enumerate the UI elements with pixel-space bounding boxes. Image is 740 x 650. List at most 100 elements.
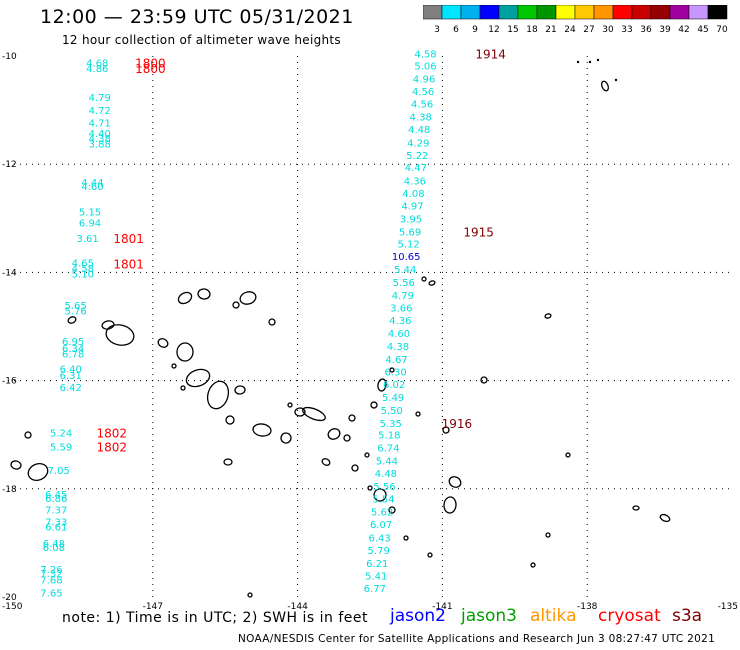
wave-height-value: 4.97 [401, 201, 423, 212]
island-outline [428, 280, 436, 286]
island-outline [225, 415, 235, 425]
longitude-label: -135 [718, 602, 738, 612]
wave-height-value: 5.44 [376, 457, 398, 468]
latitude-label: -10 [2, 52, 17, 62]
wave-height-value: 4.58 [414, 49, 436, 60]
island-dot [614, 78, 618, 82]
wave-height-value: 6.78 [62, 350, 84, 361]
wave-height-value: 4.56 [412, 87, 434, 98]
island-outline [427, 552, 433, 558]
wave-height-value: 5.65 [64, 301, 86, 312]
colorbar-label: 27 [583, 25, 594, 35]
wave-height-value: 4.38 [89, 134, 111, 145]
wave-height-value: 4.72 [89, 106, 111, 117]
island-outline [247, 592, 253, 598]
island-outline [67, 316, 77, 324]
credit-line: NOAA/NESDIS Center for Satellite Applica… [238, 633, 716, 645]
page-subtitle: 12 hour collection of altimeter wave hei… [62, 33, 341, 47]
wave-height-value: 6.40 [60, 365, 82, 376]
island-outline [171, 363, 177, 369]
wave-height-value: 4.36 [389, 316, 411, 327]
wave-height-value: 6.48 [43, 539, 65, 550]
wave-height-value: 5.69 [399, 227, 421, 238]
colorbar-label: 39 [659, 25, 671, 35]
latitude-label: -12 [2, 160, 17, 170]
wave-height-value: 10.65 [392, 252, 421, 263]
wave-height-value: 4.71 [89, 119, 111, 130]
wave-height-value: 5.59 [50, 443, 72, 454]
colorbar-label: 9 [472, 25, 478, 35]
colorbar-label: 12 [488, 25, 499, 35]
footer-note: note: 1) Time is in UTC; 2) SWH is in fe… [62, 610, 369, 626]
wave-height-value: 4.58 [72, 264, 94, 275]
wave-height-value: 5.62 [371, 508, 393, 519]
longitude-label: -138 [577, 602, 598, 612]
longitude-label: -144 [287, 602, 308, 612]
island-outline [388, 506, 396, 514]
island-outline [377, 378, 387, 392]
wave-height-value: 5.10 [72, 269, 94, 280]
page-title: 12:00 — 23:59 UTC 05/31/2021 [40, 6, 354, 28]
satellite-jason3: jason3 [461, 606, 517, 626]
island-outline [24, 431, 32, 439]
island-outline [206, 380, 230, 410]
wave-height-value: 6.02 [383, 380, 405, 391]
wave-height-value: 5.24 [50, 429, 72, 440]
pass-time-label: 1800 [135, 62, 166, 76]
island-outline [348, 414, 356, 422]
wave-height-value: 4.38 [410, 113, 432, 124]
wave-height-value: 4.86 [86, 64, 108, 75]
island-outline [373, 488, 387, 502]
island-outline [421, 276, 427, 282]
wave-height-value: 6.86 [45, 494, 67, 505]
wave-height-value: 4.38 [387, 342, 409, 353]
colorbar-label: 21 [545, 25, 556, 35]
island-outline [101, 320, 115, 330]
wave-height-value: 5.56 [373, 482, 395, 493]
colorbar-label: 18 [526, 25, 538, 35]
wave-height-value: 6.31 [60, 371, 82, 382]
wave-height-value: 5.18 [378, 431, 400, 442]
pass-time-label: 1802 [96, 427, 127, 441]
wave-height-value: 6.77 [364, 584, 386, 595]
wave-height-value: 4.08 [402, 189, 424, 200]
island-outline [234, 385, 246, 395]
satellite-s3a: s3a [672, 606, 703, 626]
satellite-cryosat: cryosat [598, 606, 661, 626]
pass-time-label: 1916 [442, 417, 473, 431]
wave-height-value: 6.61 [45, 523, 67, 534]
island-outline [197, 288, 211, 300]
wave-height-value: 4.67 [385, 355, 407, 366]
wave-height-value: 5.06 [414, 62, 436, 73]
island-outline [223, 458, 233, 466]
island-outline [403, 535, 409, 541]
colorbar-label: 36 [640, 25, 652, 35]
wave-height-value: 7.33 [45, 517, 67, 528]
island-outline [180, 385, 186, 391]
wave-height-value: 4.47 [405, 163, 427, 174]
island-outline [232, 301, 240, 309]
wave-height-value: 4.44 [81, 178, 103, 189]
island-outline [632, 505, 640, 511]
wave-height-value: 7.37 [45, 505, 67, 516]
longitude-label: -147 [143, 602, 163, 612]
island-outline [105, 324, 135, 346]
wave-height-value: 4.65 [72, 259, 94, 270]
wave-height-value: 3.95 [400, 214, 422, 225]
colorbar-label: 45 [697, 25, 708, 35]
wave-height-value: 3.66 [390, 304, 412, 315]
island-outline [364, 452, 370, 458]
colorbar-label: 70 [716, 25, 728, 35]
island-dot [576, 60, 580, 64]
wave-height-value: 6.74 [377, 444, 399, 455]
pass-time-label: 1915 [463, 225, 494, 239]
island-outline [302, 406, 326, 422]
island-outline [544, 313, 552, 319]
island-outline [565, 452, 571, 458]
island-outline [268, 318, 276, 326]
wave-height-value: 4.56 [411, 100, 433, 111]
pass-time-label: 1802 [96, 441, 127, 455]
island-outline [185, 368, 211, 388]
island-outline [370, 401, 378, 409]
